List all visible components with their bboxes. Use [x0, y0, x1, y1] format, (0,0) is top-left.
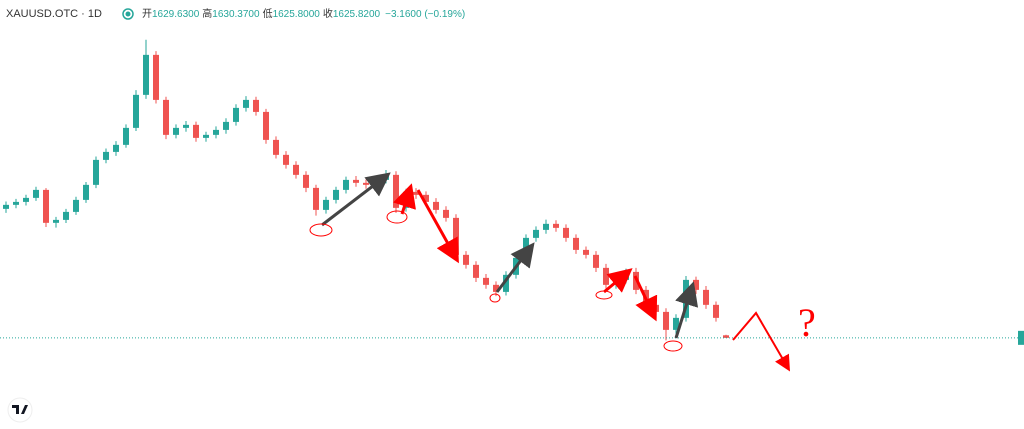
candles: [0, 39, 1024, 345]
forecast-path: [732, 311, 791, 372]
candle-body: [33, 189, 39, 198]
candle-body: [143, 54, 149, 95]
candle-body: [443, 209, 449, 218]
candle-body: [473, 264, 479, 278]
legend-key: 收: [323, 7, 333, 20]
candle-body: [413, 191, 419, 195]
candle-body: [423, 194, 429, 202]
arrow: [495, 242, 535, 293]
status-dot-core: [125, 11, 131, 17]
arrow: [393, 183, 416, 215]
candle-body: [3, 204, 9, 209]
question-mark: ?: [798, 300, 816, 345]
candle-body: [583, 249, 589, 255]
candle-body: [193, 124, 199, 138]
candle-body: [233, 107, 239, 122]
candle-body: [543, 223, 549, 230]
candle-body: [153, 54, 159, 100]
candle-body: [353, 179, 359, 183]
change: −3.1600 (−0.19%): [385, 9, 465, 20]
candle-body: [493, 284, 499, 292]
header: XAUUSD.OTC · 1D 开1629.6300 高1630.3700 低162…: [6, 7, 465, 20]
candle-body: [43, 189, 49, 223]
logo-mark: [12, 405, 28, 414]
candle-body: [203, 134, 209, 138]
candle-body: [323, 199, 329, 210]
legend-key: 高: [202, 7, 212, 20]
legend-value: 1629.6300: [152, 9, 200, 20]
legend-value: 1625.8000: [273, 9, 321, 20]
circle: [386, 210, 408, 224]
user-drawings: ?: [309, 172, 816, 372]
candle-body: [503, 274, 509, 292]
candle-body: [463, 254, 469, 265]
candle-body: [113, 144, 119, 152]
candle-body: [453, 217, 459, 255]
candle-body: [273, 139, 279, 155]
candle-body: [333, 189, 339, 200]
candle-body: [313, 187, 319, 210]
arrow: [603, 268, 633, 294]
legend-key: 低: [263, 7, 273, 20]
candle-body: [713, 304, 719, 318]
candle-body: [693, 279, 699, 290]
candle-body: [183, 124, 189, 128]
circle: [595, 290, 613, 300]
symbol: XAUUSD.OTC · 1D: [6, 8, 102, 20]
candle-body: [293, 164, 299, 175]
candle-body: [213, 129, 219, 135]
candle-body: [83, 184, 89, 200]
arrow: [633, 275, 658, 322]
candle-body: [53, 219, 59, 223]
candle-body: [13, 201, 19, 205]
candle-body: [593, 254, 599, 268]
legend-value: 1625.8200: [333, 9, 381, 20]
candle-body: [163, 99, 169, 135]
legend-value: 1630.3700: [212, 9, 260, 20]
candle-body: [533, 229, 539, 238]
circle: [663, 340, 683, 352]
candle-body: [483, 277, 489, 285]
circle: [489, 293, 501, 303]
candle-body: [73, 199, 79, 212]
legend-key: 开: [142, 9, 152, 20]
circle: [309, 223, 333, 237]
candle-body: [103, 151, 109, 160]
arrow: [416, 189, 459, 264]
logo-bg: [7, 397, 33, 423]
candle-body: [253, 99, 259, 112]
candle-body: [173, 127, 179, 135]
candle-body: [663, 311, 669, 330]
candle-body: [63, 211, 69, 220]
candle-body: [303, 174, 309, 188]
candle-body: [723, 335, 729, 338]
ohlc-legend: 开1629.6300 高1630.3700 低1625.8000 收1625.8200…: [142, 7, 465, 20]
candle-body: [93, 159, 99, 185]
candle-body: [363, 182, 369, 185]
candle-body: [673, 317, 679, 330]
arrow: [321, 172, 391, 227]
candle-body: [393, 174, 399, 208]
arrow: [674, 281, 699, 339]
candle-body: [573, 237, 579, 250]
candle-body: [223, 121, 229, 130]
candle-body: [133, 94, 139, 128]
last-price-marker: [1018, 330, 1024, 345]
candle-body: [653, 304, 659, 312]
tradingview-logo: [7, 397, 33, 423]
candle-body: [23, 197, 29, 202]
candle-body: [243, 99, 249, 108]
candle-body: [703, 289, 709, 305]
candle-body: [603, 267, 609, 285]
candle-body: [563, 227, 569, 238]
candle-body: [123, 127, 129, 145]
candle-body: [433, 201, 439, 210]
candle-body: [343, 179, 349, 190]
candle-body: [283, 154, 289, 165]
candle-body: [263, 111, 269, 140]
candle-body: [553, 223, 559, 228]
